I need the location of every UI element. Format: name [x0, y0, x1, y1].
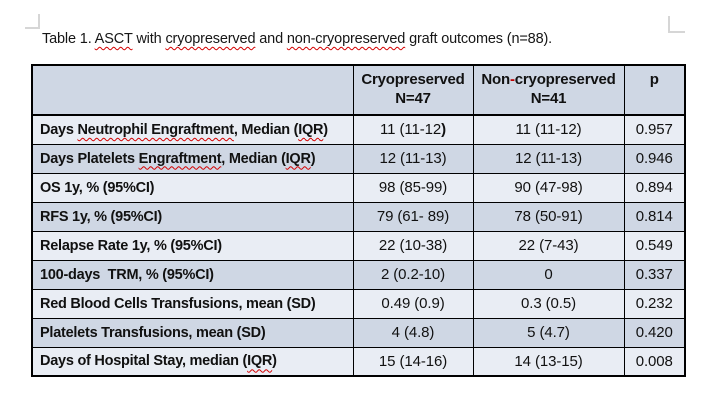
row-label-cell: 100-days TRM, % (95%CI) — [31, 259, 354, 290]
row-label-cell: Days Platelets Engraftment, Median (IQR) — [31, 143, 354, 174]
misspelled-word: IQR — [285, 150, 311, 167]
value-text: 11 (11-12 — [380, 121, 442, 139]
label-text: Platelets Transfusions, mean (SD) — [40, 324, 266, 341]
misspelled-word: cryopreserved — [165, 31, 256, 47]
p-value-cell: 0.957 — [623, 114, 686, 145]
header-p-cell: p — [623, 64, 686, 116]
label-text: ) — [272, 353, 277, 370]
cryo-value-cell: 15 (14-16) — [352, 346, 474, 377]
label-text: Days Platelets — [40, 150, 139, 167]
label-text: Days of Hospital Stay, median ( — [40, 353, 248, 370]
table-row: OS 1y, % (95%CI) 98 (85-99) 90 (47-98) 0… — [31, 172, 686, 203]
header-label: Cryopreserved — [361, 71, 465, 88]
margin-corner-mark-right — [668, 16, 685, 33]
row-label-cell: Relapse Rate 1y, % (95%CI) — [31, 230, 354, 261]
header-row: Cryopreserved N=47 Non-cryopreserved N=41 … — [31, 64, 686, 116]
red-hyphen: - — [509, 71, 515, 88]
label-text: ) — [323, 121, 328, 138]
misspelled-word: IQR — [298, 121, 324, 138]
p-value-cell: 0.008 — [623, 346, 686, 377]
row-label-cell: Days Neutrophil Engraftment, Median (IQR… — [31, 114, 354, 145]
noncryo-value-cell: 12 (11-13) — [472, 143, 625, 174]
label-text: Days — [40, 121, 78, 138]
header-label: Non — [481, 71, 510, 88]
p-value-cell: 0.946 — [623, 143, 686, 174]
table-caption: Table 1. ASCT with cryopreserved and non… — [42, 31, 552, 47]
cryo-value-cell: 0.49 (0.9) — [352, 288, 474, 319]
row-label-cell: Days of Hospital Stay, median (IQR) — [31, 346, 354, 377]
misspelled-word: IQR — [247, 353, 273, 370]
row-label-cell: Red Blood Cells Transfusions, mean (SD) — [31, 288, 354, 319]
cryo-value-cell: 79 (61- 89) — [352, 201, 474, 232]
noncryo-value-cell: 14 (13-15) — [472, 346, 625, 377]
misspelled-word: ASCT — [94, 31, 133, 47]
label-text: OS 1y, % (95%CI) — [40, 179, 155, 196]
header-n-count: N=47 — [395, 90, 431, 107]
label-text: ) — [310, 150, 316, 167]
misspelled-word: Neutrophil Engraftment — [77, 121, 234, 138]
caption-text: with — [132, 31, 166, 47]
p-value-cell: 0.549 — [623, 230, 686, 261]
p-value-cell: 0.894 — [623, 172, 686, 203]
table-row: Days Platelets Engraftment, Median (IQR)… — [31, 143, 686, 174]
label-text: Relapse Rate 1y, % (95%CI) — [40, 237, 222, 254]
table-row: Days of Hospital Stay, median (IQR) 15 (… — [31, 346, 686, 377]
table-row: Red Blood Cells Transfusions, mean (SD) … — [31, 288, 686, 319]
cryo-value-cell: 4 (4.8) — [352, 317, 474, 348]
label-text: , Median ( — [221, 150, 286, 167]
cryo-value-cell: 22 (10-38) — [352, 230, 474, 261]
noncryo-value-cell: 78 (50-91) — [472, 201, 625, 232]
misspelled-word: non-cryopreserved — [286, 31, 406, 47]
cryo-value-cell: 98 (85-99) — [352, 172, 474, 203]
label-text: RFS 1y, % (95%CI) — [40, 208, 162, 225]
p-value-cell: 0.232 — [623, 288, 686, 319]
caption-text: graft outcomes (n=88). — [405, 31, 553, 47]
value-text-bold: ) — [441, 121, 446, 139]
noncryo-value-cell: 90 (47-98) — [472, 172, 625, 203]
margin-corner-mark-left — [25, 14, 40, 29]
header-cryopreserved-cell: Cryopreserved N=47 — [352, 64, 474, 116]
label-text: 100-days TRM, % (95%CI) — [40, 266, 214, 283]
cryo-value-cell: 11 (11-12) — [352, 114, 474, 145]
noncryo-value-cell: 22 (7-43) — [472, 230, 625, 261]
header-empty-cell — [31, 64, 354, 116]
noncryo-value-cell: 11 (11-12) — [472, 114, 625, 145]
noncryo-value-cell: 0.3 (0.5) — [472, 288, 625, 319]
header-n-count: N=41 — [530, 90, 567, 107]
row-label-cell: OS 1y, % (95%CI) — [31, 172, 354, 203]
label-text: , Median ( — [233, 121, 299, 138]
table-row: Relapse Rate 1y, % (95%CI) 22 (10-38) 22… — [31, 230, 686, 261]
header-label: cryopreserved — [514, 71, 616, 88]
table-row: 100-days TRM, % (95%CI) 2 (0.2-10) 0 0.3… — [31, 259, 686, 290]
misspelled-word: Engraftment — [138, 150, 222, 167]
row-label-cell: Platelets Transfusions, mean (SD) — [31, 317, 354, 348]
label-text: Red Blood Cells Transfusions, mean (SD) — [40, 295, 316, 312]
header-noncryopreserved-cell: Non-cryopreserved N=41 — [472, 64, 625, 116]
cryo-value-cell: 12 (11-13) — [352, 143, 474, 174]
noncryo-value-cell: 5 (4.7) — [472, 317, 625, 348]
row-label-cell: RFS 1y, % (95%CI) — [31, 201, 354, 232]
p-value-cell: 0.814 — [623, 201, 686, 232]
noncryo-value-cell: 0 — [472, 259, 625, 290]
p-value-cell: 0.420 — [623, 317, 686, 348]
outcomes-table: Cryopreserved N=47 Non-cryopreserved N=41 … — [31, 64, 686, 377]
table-row: Days Neutrophil Engraftment, Median (IQR… — [31, 114, 686, 145]
table-row: RFS 1y, % (95%CI) 79 (61- 89) 78 (50-91)… — [31, 201, 686, 232]
cryo-value-cell: 2 (0.2-10) — [352, 259, 474, 290]
table-row: Platelets Transfusions, mean (SD) 4 (4.8… — [31, 317, 686, 348]
caption-text: and — [255, 31, 287, 47]
caption-text: Table 1. — [42, 31, 95, 47]
p-value-cell: 0.337 — [623, 259, 686, 290]
